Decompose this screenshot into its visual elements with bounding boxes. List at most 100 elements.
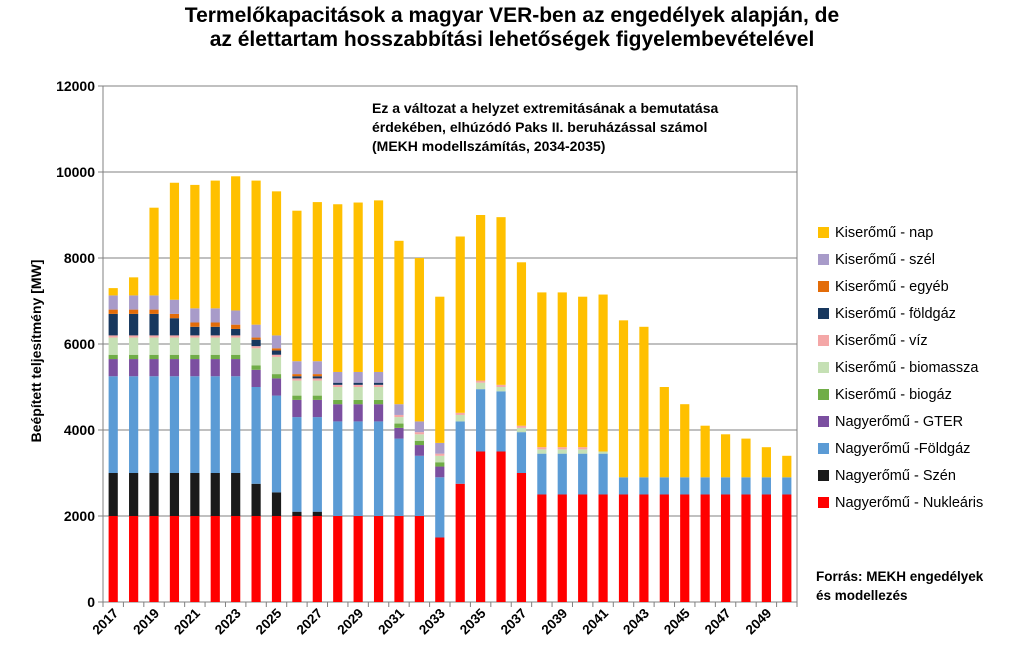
bar-segment: [414, 258, 424, 422]
bar-segment: [108, 473, 118, 516]
bar-segment: [455, 236, 465, 413]
bar-segment: [210, 326, 220, 336]
bar-segment: [149, 207, 159, 296]
legend-swatch: [818, 497, 829, 508]
bar-segment: [190, 335, 200, 338]
bar-segment: [578, 296, 588, 448]
annotation-line-3: (MEKH modellszámítás, 2034-2035): [372, 138, 606, 154]
bar-segment: [435, 453, 445, 456]
bar-segment: [251, 180, 261, 325]
y-tick-label: 2000: [64, 508, 95, 524]
bar-segment: [271, 335, 282, 349]
bar-segment: [680, 404, 690, 478]
bar-segment: [312, 361, 322, 375]
bar-segment: [190, 322, 200, 327]
bar-segment: [149, 309, 159, 314]
bar-segment: [414, 421, 424, 433]
bar-segment: [333, 421, 343, 516]
bar-segment: [741, 438, 751, 478]
legend-item: Kiserőmű - biomassza: [818, 354, 983, 381]
bar-segment: [292, 361, 302, 375]
bar-segment: [333, 384, 343, 387]
bar-segment: [435, 296, 445, 443]
bar-segment: [700, 494, 710, 602]
bar-segment: [516, 262, 527, 426]
bar-segment: [353, 399, 363, 405]
bar-segment: [210, 308, 220, 323]
bar-segment: [312, 417, 322, 512]
legend-item: Nagyerőmű - Nukleáris: [818, 489, 983, 516]
legend-label: Kiserőmű - nap: [835, 224, 934, 241]
bar-segment: [373, 382, 384, 385]
bar-segment: [312, 399, 322, 418]
legend-label: Kiserőmű - biogáz: [835, 386, 952, 403]
y-tick-label: 10000: [56, 164, 95, 180]
legend-swatch: [818, 389, 829, 400]
legend-item: Nagyerőmű - GTER: [818, 408, 983, 435]
bar-segment: [394, 417, 404, 424]
bar-segment: [149, 376, 159, 473]
bar-segment: [251, 516, 261, 602]
x-tick-label: 2021: [171, 605, 203, 637]
legend-item: Kiserőmű - földgáz: [818, 300, 983, 327]
bar-segment: [108, 516, 118, 602]
x-tick-label: 2049: [743, 606, 775, 638]
legend-item: Kiserőmű - egyéb: [818, 273, 983, 300]
bar-segment: [455, 421, 465, 484]
bar-segment: [333, 404, 343, 422]
bar-segment: [190, 308, 200, 323]
bar-segment: [312, 378, 322, 381]
legend-swatch: [818, 416, 829, 427]
x-tick-label: 2027: [294, 606, 326, 638]
bar-segment: [394, 404, 404, 415]
bar-segment: [455, 412, 465, 415]
bar-segment: [251, 337, 261, 340]
bar-segment: [129, 359, 139, 377]
legend-swatch: [818, 254, 829, 265]
legend-label: Kiserőmű - földgáz: [835, 305, 956, 322]
bar-segment: [190, 184, 200, 309]
bar-segment: [169, 516, 180, 602]
bar-segment: [496, 387, 506, 392]
bar-segment: [333, 399, 343, 405]
bar-segment: [292, 516, 302, 602]
bar-segment: [231, 335, 241, 338]
chart-annotation: Ez a változat a helyzet extremitásának a…: [372, 99, 792, 156]
bar-segment: [108, 354, 118, 360]
bar-segment: [108, 313, 118, 336]
bar-segment: [169, 182, 180, 300]
bar-segment: [353, 382, 363, 385]
bar-segment: [108, 288, 118, 296]
bar-segment: [271, 348, 282, 351]
bar-segment: [476, 451, 486, 602]
annotation-line-2: érdekében, elhúzódó Paks II. beruházássa…: [372, 119, 708, 135]
bar-segment: [271, 492, 282, 516]
bar-segment: [108, 295, 118, 310]
bar-segment: [231, 359, 241, 377]
bar-segment: [231, 376, 241, 473]
y-tick-label: 6000: [64, 336, 95, 352]
bar-segment: [312, 202, 322, 362]
bar-segment: [169, 376, 180, 473]
bar-segment: [373, 516, 384, 602]
bar-segment: [149, 473, 159, 516]
x-tick-label: 2045: [661, 605, 693, 637]
bar-segment: [373, 384, 384, 387]
bar-segment: [231, 324, 241, 329]
x-tick-label: 2043: [620, 605, 652, 637]
bar-segment: [414, 516, 424, 602]
bar-segment: [720, 434, 731, 478]
bar-segment: [618, 477, 629, 495]
bar-segment: [557, 292, 567, 448]
bar-segment: [251, 346, 261, 349]
bar-segment: [414, 434, 424, 441]
y-axis-label: Beépített teljesítmény [MW]: [28, 259, 44, 443]
bar-segment: [292, 378, 302, 381]
bar-segment: [353, 384, 363, 387]
bar-segment: [190, 326, 200, 336]
bar-segment: [394, 240, 404, 405]
x-tick-label: 2047: [702, 606, 734, 638]
bar-segment: [455, 414, 465, 422]
x-tick-label: 2041: [579, 605, 611, 637]
bar-segment: [353, 387, 363, 400]
